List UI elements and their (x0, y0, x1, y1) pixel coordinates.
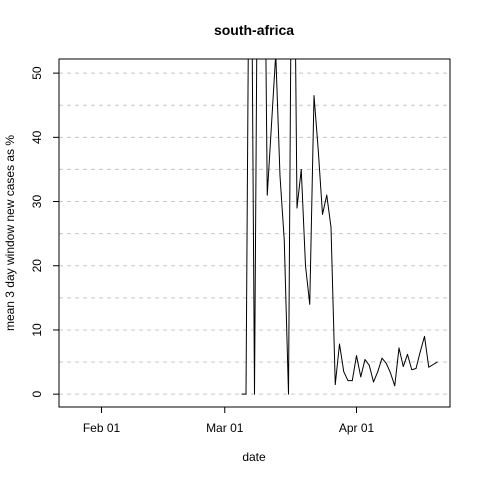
series-layer (241, 53, 438, 395)
data-point (326, 194, 328, 196)
data-point (377, 371, 379, 373)
y-tick-label: 20 (30, 259, 44, 273)
data-point (347, 380, 349, 382)
data-point (428, 366, 430, 368)
data-point (415, 368, 417, 369)
x-axis: Feb 01 Mar 01 Apr 01 (83, 407, 375, 435)
x-tick-label: Mar 01 (206, 421, 244, 435)
data-point (360, 376, 362, 378)
data-point (322, 213, 323, 215)
data-point (334, 384, 336, 385)
data-point (283, 239, 285, 241)
data-point (288, 393, 289, 395)
x-tick-label: Apr 01 (339, 421, 375, 435)
data-point (390, 372, 391, 374)
data-point (241, 393, 243, 395)
data-point (254, 393, 255, 395)
data-point (436, 361, 438, 363)
data-point (368, 364, 370, 366)
data-point (394, 385, 396, 387)
y-axis: 0 10 20 30 40 50 (30, 66, 59, 398)
y-tick-label: 10 (30, 323, 44, 337)
data-point (271, 124, 272, 125)
y-tick-label: 50 (30, 66, 44, 80)
data-point (351, 380, 353, 382)
chart-title: south-africa (214, 22, 294, 38)
data-point (275, 53, 276, 54)
data-point (411, 369, 413, 371)
data-point (266, 194, 268, 196)
data-point (398, 347, 400, 349)
data-point (317, 149, 319, 151)
x-tick-label: Feb 01 (83, 421, 121, 435)
data-point (296, 207, 298, 209)
y-tick-label: 0 (30, 391, 44, 398)
data-point (385, 362, 387, 364)
data-point (279, 175, 281, 177)
data-point (245, 393, 247, 395)
data-point (424, 335, 425, 337)
data-point (402, 366, 404, 367)
data-point (381, 357, 383, 359)
data-point (339, 343, 340, 345)
y-axis-label: mean 3 day window new cases as % (3, 135, 17, 331)
data-point (313, 95, 315, 96)
data-point (309, 303, 311, 305)
y-tick-label: 30 (30, 195, 44, 209)
data-point (356, 355, 357, 357)
data-point (364, 359, 366, 360)
data-point (432, 364, 434, 366)
y-tick-label: 40 (30, 130, 44, 144)
data-point (305, 265, 306, 267)
data-point (343, 371, 345, 373)
data-point (373, 381, 374, 383)
data-point (330, 226, 332, 228)
data-point (300, 169, 302, 170)
x-axis-label: date (242, 450, 266, 464)
plot-frame (58, 58, 451, 408)
data-point (407, 353, 408, 355)
data-point (419, 351, 421, 353)
